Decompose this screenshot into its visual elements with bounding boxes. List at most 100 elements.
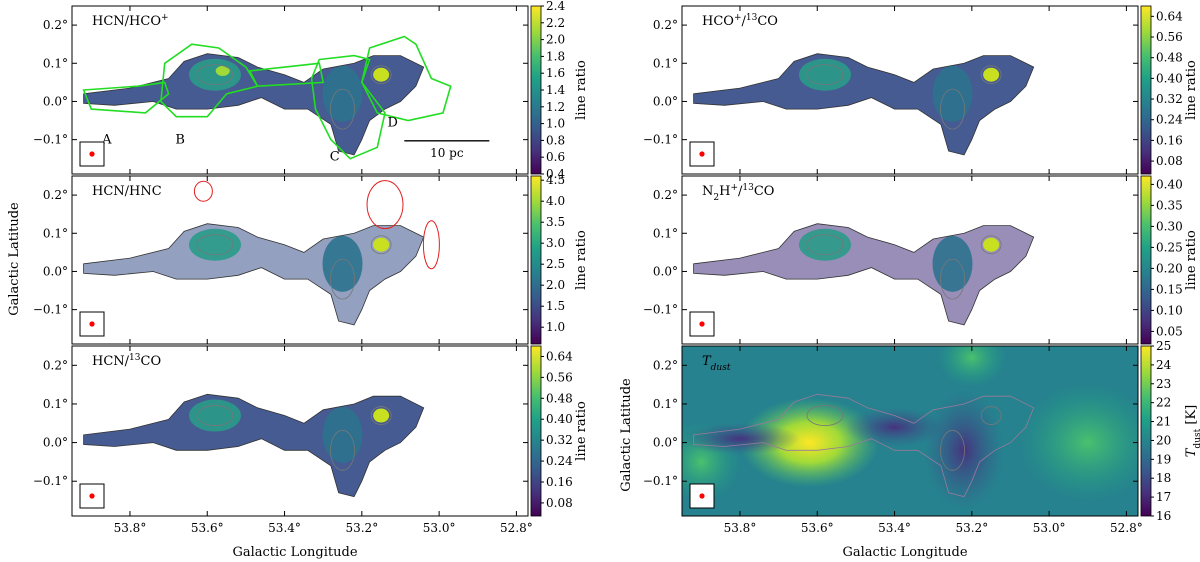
colorbar <box>530 345 542 517</box>
colorbar-tick-label: 16 <box>1156 509 1171 523</box>
emission-peak <box>322 65 363 122</box>
contour-ring <box>980 235 1002 255</box>
emission-region <box>693 223 1034 325</box>
emission-peak <box>983 237 1000 252</box>
colorbar-tick-label: 0.64 <box>546 349 573 363</box>
colorbar <box>1140 345 1152 517</box>
axes-frame <box>71 5 529 175</box>
colorbar-tick-label: 2.4 <box>546 0 565 13</box>
colorbar-tick-label: 0.30 <box>1156 219 1183 233</box>
axes-frame <box>681 345 1139 517</box>
colorbar-tick-label: 22 <box>1156 396 1171 410</box>
y-tick-label: 0.0° <box>653 94 678 108</box>
contour-ring <box>806 405 844 426</box>
heatmap-image <box>83 393 425 498</box>
colorbar-tick-label: 0.24 <box>546 454 573 468</box>
axes-frame <box>71 345 529 517</box>
colorbar-tick-label: 1.8 <box>546 49 565 63</box>
contour-ring <box>196 405 234 426</box>
colorbar-label: Tdust [K] <box>1184 405 1200 457</box>
emission-region <box>693 53 1034 155</box>
contour-ring <box>330 429 355 471</box>
contour-ring <box>330 88 355 130</box>
contour-lines <box>693 393 1035 498</box>
y-tick-label: 0.2° <box>653 358 678 372</box>
colorbar-label: line ratio <box>1184 230 1199 290</box>
heatmap-image <box>83 223 425 326</box>
x-tick-label: 52.8° <box>1110 521 1143 535</box>
panel-title: Tdust <box>702 354 731 373</box>
colorbar <box>530 5 542 175</box>
beam-box <box>79 483 105 509</box>
panel-title: N2H+/13CO <box>702 183 774 203</box>
x-tick-label: 53.2° <box>345 521 378 535</box>
beam-marker <box>89 493 95 499</box>
y-tick-label: −0.1° <box>33 474 68 488</box>
panel-title: HCO+/13CO <box>702 13 778 29</box>
y-tick-label: 0.1° <box>653 397 678 411</box>
contour-outer <box>693 393 1035 498</box>
beam-marker <box>89 321 95 327</box>
colorbar-tick-label: 0.48 <box>1156 51 1183 65</box>
beam-box <box>689 141 715 167</box>
emission-peak <box>373 67 390 82</box>
x-axis-label-left: Galactic Longitude <box>232 545 357 560</box>
region-outline <box>82 81 170 114</box>
colorbar-tick-label: 2.0 <box>546 33 565 47</box>
colorbar-label: line ratio <box>1184 60 1199 120</box>
y-tick-label: −0.1° <box>643 303 678 317</box>
emission-peak <box>322 235 363 292</box>
panel-title: HCN/HCO+ <box>92 13 169 29</box>
colorbar-tick-label: 3.5 <box>546 215 565 229</box>
panel-title: HCN/13CO <box>92 353 161 369</box>
contour-outer <box>83 223 425 326</box>
colorbar <box>1140 175 1152 345</box>
ellipse-marker <box>193 180 213 202</box>
colorbar-tick-label: 0.56 <box>546 370 573 384</box>
colorbar-tick-label: 0.40 <box>1156 177 1183 191</box>
region-label: B <box>175 132 185 147</box>
colorbar <box>530 175 542 345</box>
ellipse-marker <box>366 180 404 230</box>
contour-lines <box>83 393 425 498</box>
contour-ring <box>940 88 965 130</box>
colorbar-tick-label: 0.20 <box>1156 261 1183 275</box>
emission-region <box>83 223 424 325</box>
colorbar-tick-label: 1.4 <box>546 83 565 97</box>
y-tick-label: 0.1° <box>653 226 678 240</box>
y-tick-label: −0.1° <box>643 474 678 488</box>
contour-lines <box>693 223 1035 326</box>
colorbar-tick-label: 4.5 <box>546 173 565 187</box>
x-tick-label: 53.2° <box>955 521 988 535</box>
contour-lines <box>693 53 1035 156</box>
colorbar-tick-label: 0.35 <box>1156 198 1183 212</box>
colorbar-tick-label: 0.40 <box>1156 71 1183 85</box>
contour-ring <box>370 406 392 425</box>
y-tick-label: −0.1° <box>33 303 68 317</box>
panel-hcn-hcop: A B C D 10 pc HCN/HCO+ 0.2° 0.1° 0.0° −0.1° 0.4 0.6… <box>33 0 589 181</box>
colorbar-tick-label: 0.64 <box>1156 9 1183 23</box>
contour-outer <box>693 223 1035 326</box>
panel-n2hp-13co: N2H+/13CO 0.2° 0.1° 0.0° −0.1° 0.05 0.10 0.15 0.… <box>643 175 1199 345</box>
emission-peak <box>188 228 241 261</box>
y-tick-label: 0.1° <box>43 56 68 70</box>
colorbar-tick-label: 1.2 <box>546 100 565 114</box>
colorbar-tick-label: 20 <box>1156 433 1171 447</box>
beam-marker <box>89 151 95 157</box>
colorbar-tick-label: 1.0 <box>546 117 565 131</box>
colorbar-tick-label: 0.16 <box>546 475 573 489</box>
colorbar-tick-label: 4.0 <box>546 194 565 208</box>
warm-region <box>936 346 1007 388</box>
colorbar-tick-label: 18 <box>1156 471 1171 485</box>
emission-peak <box>932 65 973 122</box>
colorbar-label: line ratio <box>574 60 589 120</box>
colorbar-tick-label: 1.6 <box>546 66 565 80</box>
colorbar-tick-label: 0.32 <box>1156 92 1183 106</box>
y-tick-label: 0.2° <box>43 18 68 32</box>
colorbar-tick-label: 0.8 <box>546 133 565 147</box>
emission-peak <box>188 58 241 91</box>
colorbar-tick-label: 19 <box>1156 452 1171 466</box>
emission-region <box>83 394 424 497</box>
region-label: C <box>330 150 340 165</box>
y-tick-label: −0.1° <box>643 133 678 147</box>
